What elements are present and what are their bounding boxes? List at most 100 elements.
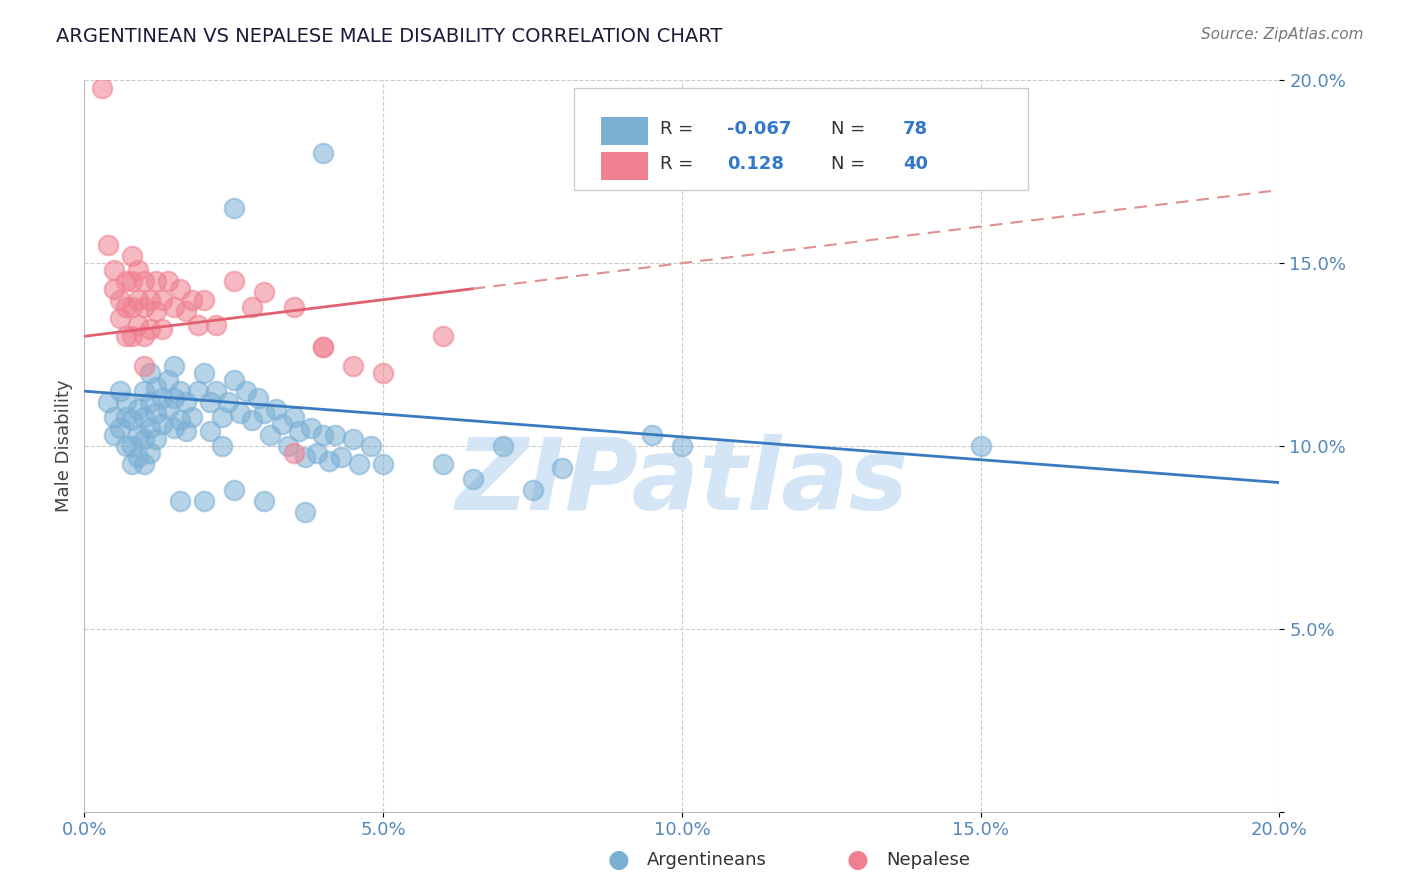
Text: 78: 78: [903, 120, 928, 137]
Text: ARGENTINEAN VS NEPALESE MALE DISABILITY CORRELATION CHART: ARGENTINEAN VS NEPALESE MALE DISABILITY …: [56, 27, 723, 45]
Point: [145, 380, 167, 394]
Point: [970, 439, 993, 453]
Point: [139, 366, 162, 380]
Point: [342, 359, 364, 373]
Point: [373, 366, 395, 380]
Text: -0.067: -0.067: [727, 120, 792, 137]
Y-axis label: Male Disability: Male Disability: [55, 380, 73, 512]
Point: [222, 373, 245, 387]
Point: [193, 494, 215, 508]
Point: [240, 413, 263, 427]
Point: [127, 402, 149, 417]
Point: [283, 446, 305, 460]
Point: [169, 384, 191, 398]
Point: [132, 432, 156, 446]
Point: [157, 275, 180, 289]
Text: R =: R =: [661, 120, 699, 137]
Point: [288, 425, 311, 439]
Point: [132, 409, 156, 424]
Point: [163, 359, 186, 373]
Point: [127, 450, 149, 464]
Point: [312, 428, 335, 442]
Point: [283, 300, 305, 314]
Point: [222, 483, 245, 497]
Point: [253, 494, 276, 508]
Point: [163, 392, 186, 406]
Point: [342, 432, 364, 446]
Point: [121, 457, 143, 471]
Text: Argentineans: Argentineans: [647, 851, 766, 869]
Point: [145, 275, 167, 289]
Point: [103, 263, 125, 277]
Point: [127, 428, 149, 442]
Point: [253, 406, 276, 420]
Point: [110, 421, 132, 435]
Point: [277, 439, 299, 453]
Point: [115, 409, 138, 424]
Point: [110, 384, 132, 398]
Point: [325, 428, 347, 442]
Point: [253, 285, 276, 300]
Point: [121, 249, 143, 263]
Point: [169, 413, 191, 427]
Point: [132, 457, 156, 471]
FancyBboxPatch shape: [600, 152, 648, 180]
Point: [115, 300, 138, 314]
Point: [461, 472, 484, 486]
Point: [301, 421, 323, 435]
Point: [360, 439, 382, 453]
Text: ●: ●: [607, 848, 630, 871]
Point: [181, 409, 204, 424]
Point: [169, 282, 191, 296]
Point: [115, 439, 138, 453]
Point: [318, 453, 340, 467]
Point: [97, 395, 120, 409]
Point: [432, 329, 454, 343]
Point: [150, 322, 173, 336]
Text: ●: ●: [846, 848, 869, 871]
Point: [163, 300, 186, 314]
Point: [193, 293, 215, 307]
Point: [103, 428, 125, 442]
Point: [121, 275, 143, 289]
Point: [174, 425, 197, 439]
Point: [103, 282, 125, 296]
Point: [264, 402, 287, 417]
Point: [139, 446, 162, 460]
Point: [198, 395, 221, 409]
Point: [121, 439, 143, 453]
Point: [312, 340, 335, 354]
Point: [132, 359, 156, 373]
Point: [492, 439, 515, 453]
Point: [139, 395, 162, 409]
Point: [157, 373, 180, 387]
Text: ZIPatlas: ZIPatlas: [456, 434, 908, 531]
Point: [228, 406, 252, 420]
Point: [115, 329, 138, 343]
Point: [163, 421, 186, 435]
Point: [115, 275, 138, 289]
Point: [641, 428, 664, 442]
Point: [139, 293, 162, 307]
Point: [283, 409, 305, 424]
Point: [312, 146, 335, 161]
Point: [522, 483, 544, 497]
Text: N =: N =: [831, 120, 872, 137]
Point: [198, 425, 221, 439]
Point: [145, 406, 167, 420]
Point: [132, 329, 156, 343]
Point: [150, 417, 173, 431]
Point: [193, 366, 215, 380]
FancyBboxPatch shape: [575, 87, 1029, 190]
Point: [551, 461, 574, 475]
Point: [307, 446, 329, 460]
Point: [110, 310, 132, 325]
Point: [259, 428, 281, 442]
Point: [240, 300, 263, 314]
Point: [139, 322, 162, 336]
Point: [222, 275, 245, 289]
Point: [187, 384, 209, 398]
Point: [205, 318, 228, 333]
Point: [270, 417, 292, 431]
Point: [217, 395, 239, 409]
